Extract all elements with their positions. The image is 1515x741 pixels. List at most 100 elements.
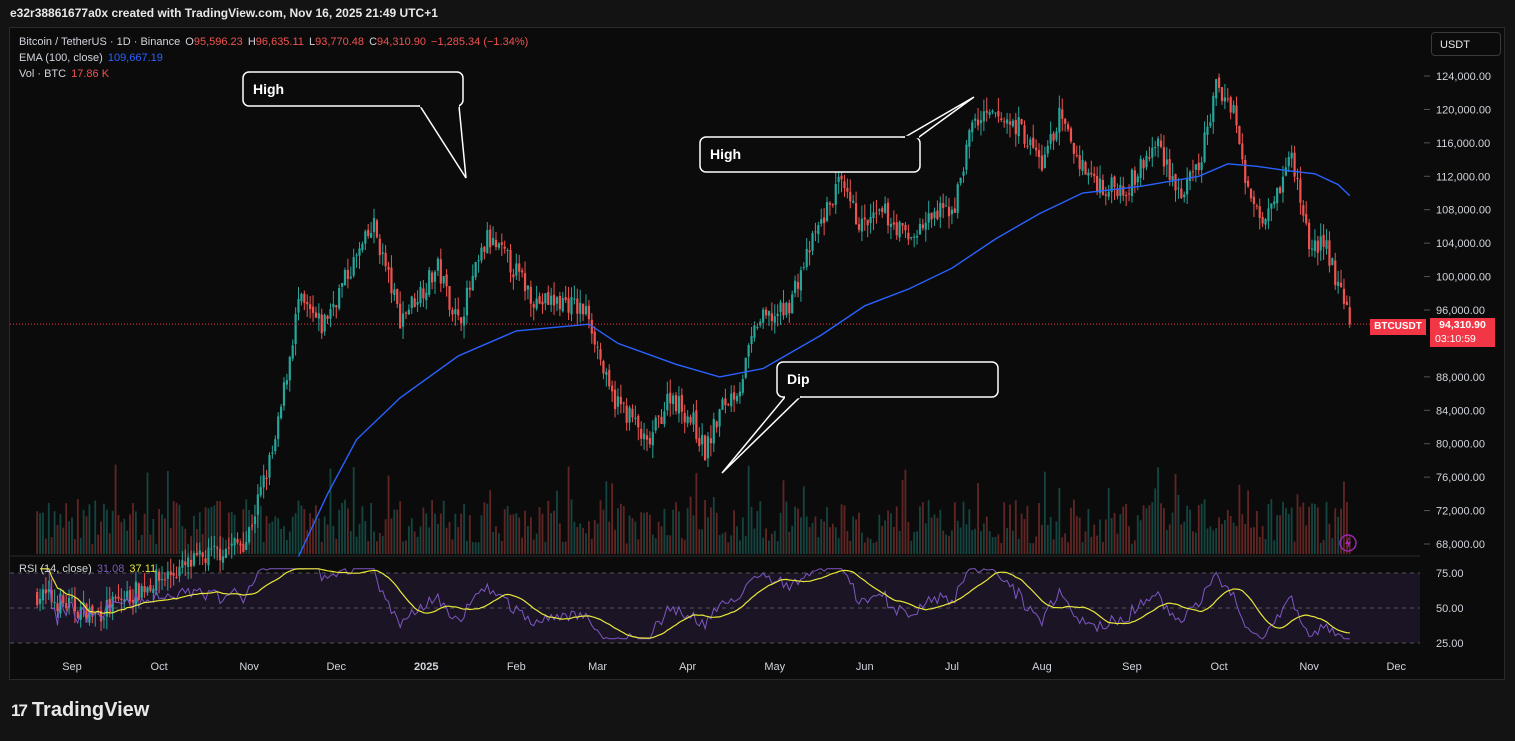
candle-body[interactable] — [942, 203, 945, 208]
candle-body[interactable] — [959, 177, 962, 184]
candle-body[interactable] — [593, 331, 596, 345]
candle-body[interactable] — [799, 270, 803, 291]
candle-body[interactable] — [506, 250, 509, 252]
candle-body[interactable] — [1188, 171, 1192, 181]
candle-body[interactable] — [622, 402, 625, 404]
candle-body[interactable] — [823, 217, 826, 224]
candle-body[interactable] — [163, 579, 167, 581]
candle-body[interactable] — [762, 309, 765, 323]
candle-body[interactable] — [1305, 214, 1308, 224]
candle-body[interactable] — [1345, 301, 1348, 306]
candle-body[interactable] — [457, 309, 460, 316]
candle-body[interactable] — [642, 433, 646, 440]
candle-body[interactable] — [1310, 248, 1314, 250]
candle-body[interactable] — [1005, 119, 1009, 124]
candle-body[interactable] — [320, 314, 323, 334]
candle-body[interactable] — [582, 303, 585, 315]
candle-body[interactable] — [169, 571, 172, 575]
candle-body[interactable] — [53, 601, 56, 604]
candle-body[interactable] — [947, 206, 951, 217]
annotation-callout[interactable]: High — [699, 96, 975, 173]
candle-body[interactable] — [532, 304, 535, 308]
candle-body[interactable] — [1023, 125, 1026, 144]
candle-body[interactable] — [573, 298, 576, 300]
candle-body[interactable] — [184, 561, 187, 566]
candle-body[interactable] — [782, 303, 785, 316]
candle-body[interactable] — [128, 589, 132, 602]
candle-body[interactable] — [651, 432, 654, 446]
candle-body[interactable] — [111, 596, 114, 612]
candle-body[interactable] — [843, 181, 846, 189]
candle-body[interactable] — [448, 286, 451, 310]
candle-body[interactable] — [41, 589, 45, 601]
candle-body[interactable] — [297, 298, 300, 313]
candle-body[interactable] — [242, 543, 245, 552]
candle-body[interactable] — [279, 406, 283, 419]
candle-body[interactable] — [207, 547, 210, 566]
candle-body[interactable] — [375, 220, 379, 238]
candle-body[interactable] — [468, 287, 471, 290]
candle-body[interactable] — [892, 222, 895, 225]
candle-body[interactable] — [1107, 191, 1110, 197]
candle-body[interactable] — [895, 222, 898, 236]
candle-body[interactable] — [1026, 145, 1029, 147]
candle-body[interactable] — [985, 110, 988, 113]
candle-body[interactable] — [372, 217, 376, 233]
candle-body[interactable] — [759, 321, 762, 326]
candle-body[interactable] — [1061, 109, 1064, 119]
candle-body[interactable] — [1313, 240, 1317, 251]
candle-body[interactable] — [1032, 137, 1035, 148]
candle-body[interactable] — [1136, 176, 1139, 183]
candle-body[interactable] — [776, 313, 779, 316]
candle-body[interactable] — [715, 421, 718, 428]
candle-body[interactable] — [1040, 155, 1044, 171]
candle-body[interactable] — [146, 587, 149, 593]
candle-body[interactable] — [538, 296, 541, 304]
candle-body[interactable] — [1328, 240, 1331, 266]
candle-body[interactable] — [1049, 134, 1052, 144]
candle-body[interactable] — [733, 392, 736, 400]
candle-body[interactable] — [349, 276, 352, 279]
candle-body[interactable] — [1348, 307, 1351, 325]
candle-body[interactable] — [1284, 167, 1287, 176]
candle-body[interactable] — [1342, 288, 1346, 304]
candle-body[interactable] — [59, 593, 62, 614]
candle-body[interactable] — [149, 585, 152, 591]
candle-body[interactable] — [1069, 128, 1073, 142]
candle-body[interactable] — [1296, 177, 1299, 179]
candle-body[interactable] — [503, 246, 506, 249]
candle-body[interactable] — [271, 452, 274, 454]
candle-body[interactable] — [201, 552, 204, 557]
candle-body[interactable] — [187, 557, 190, 567]
candle-body[interactable] — [355, 255, 358, 257]
candle-body[interactable] — [76, 611, 79, 618]
candle-body[interactable] — [137, 583, 140, 601]
candle-body[interactable] — [1122, 186, 1125, 196]
annotation-callout[interactable]: Dip — [721, 361, 999, 474]
candle-body[interactable] — [221, 556, 225, 563]
candle-body[interactable] — [550, 295, 553, 305]
candle-body[interactable] — [309, 304, 312, 310]
candle-body[interactable] — [38, 598, 42, 604]
candle-body[interactable] — [834, 184, 837, 205]
candle-body[interactable] — [863, 217, 866, 220]
candle-body[interactable] — [1037, 150, 1041, 158]
candle-body[interactable] — [384, 252, 387, 267]
candle-body[interactable] — [120, 598, 123, 601]
candle-body[interactable] — [1011, 120, 1014, 127]
candle-body[interactable] — [105, 600, 108, 617]
candle-body[interactable] — [436, 258, 440, 271]
candle-body[interactable] — [1052, 133, 1055, 141]
candle-body[interactable] — [1064, 118, 1067, 124]
candle-body[interactable] — [793, 280, 797, 293]
candle-body[interactable] — [393, 289, 396, 295]
candle-body[interactable] — [381, 252, 384, 254]
candle-body[interactable] — [253, 516, 257, 525]
candle-body[interactable] — [219, 548, 222, 561]
candle-body[interactable] — [1331, 258, 1334, 265]
candle-body[interactable] — [274, 439, 277, 452]
candle-body[interactable] — [637, 415, 640, 428]
candle-body[interactable] — [497, 243, 500, 248]
candle-body[interactable] — [788, 302, 791, 314]
candle-body[interactable] — [99, 610, 103, 622]
